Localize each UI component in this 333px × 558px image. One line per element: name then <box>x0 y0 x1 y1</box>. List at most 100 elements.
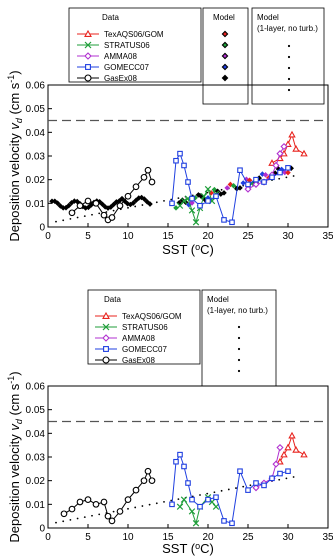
legend-entry: GOMECC07 <box>95 345 167 354</box>
data-point <box>185 480 191 486</box>
data-point <box>212 503 220 510</box>
model-1layer-point <box>134 205 137 208</box>
model-1layer-point <box>170 198 173 201</box>
data-point <box>285 165 291 171</box>
data-point <box>92 500 100 508</box>
data-point <box>188 207 196 214</box>
data-point <box>292 445 300 453</box>
data-point <box>280 142 288 151</box>
model-1layer-point <box>163 501 165 503</box>
data-point <box>213 494 219 501</box>
model-1layer-point <box>278 177 281 180</box>
legend-model2-subtitle: (1-layer, no turb.) <box>207 306 268 315</box>
model-1layer-point <box>170 499 173 502</box>
y-tick-label: 0.06 <box>26 81 46 92</box>
model-point <box>285 169 291 176</box>
model-1layer-point <box>69 519 72 521</box>
data-series <box>60 431 308 527</box>
model-1layer-point <box>55 220 57 223</box>
legend-model-marker <box>221 30 229 38</box>
model-point <box>240 180 246 186</box>
legend-entry: GasEx08 <box>95 356 155 365</box>
data-point <box>84 197 92 205</box>
legend-marker <box>102 334 110 342</box>
legend-data-entries: TexAQS06/GOM STRATUS06 AMMA08 GOMECC07 GasEx… <box>77 29 164 83</box>
legend-model2-marker <box>237 325 241 329</box>
data-point <box>100 498 108 506</box>
legend-label: AMMA08 <box>104 52 137 61</box>
data-point <box>197 202 203 209</box>
model-point <box>230 183 237 189</box>
data-point <box>124 496 132 503</box>
data-point <box>116 508 124 515</box>
legend-label: STRATUS06 <box>104 41 150 50</box>
data-point <box>285 468 291 474</box>
model-point <box>110 201 117 208</box>
x-tick-label: 25 <box>242 532 254 543</box>
data-point <box>205 496 211 503</box>
model-1layer-point <box>141 204 144 206</box>
legend-marker <box>102 311 110 319</box>
model-1layer-point <box>278 478 281 481</box>
legend-model2-title: Model <box>257 13 279 22</box>
model-1layer-point <box>249 484 252 487</box>
model-point <box>66 202 72 209</box>
data-point <box>272 460 280 468</box>
model-point <box>122 198 128 205</box>
data-point <box>169 200 175 207</box>
data-point <box>197 503 203 510</box>
model-1layer-point <box>55 521 57 524</box>
data-point <box>68 209 76 217</box>
model-1layer-point <box>213 491 216 494</box>
data-point <box>261 179 267 185</box>
legend-model-marker <box>221 52 229 60</box>
data-point <box>221 217 227 223</box>
legend-label: AMMA08 <box>122 334 155 343</box>
legend-marker <box>102 356 110 364</box>
data-point <box>261 482 267 489</box>
legend-model-marker <box>221 63 229 71</box>
model-point <box>108 204 114 210</box>
data-point <box>288 431 296 439</box>
data-point <box>284 140 292 147</box>
data-point <box>185 179 191 185</box>
series-line <box>279 434 305 462</box>
data-point <box>177 150 183 157</box>
data-point <box>144 166 152 174</box>
data-point <box>92 199 100 207</box>
data-point <box>229 219 235 226</box>
data-point <box>269 475 275 482</box>
legend-entry: AMMA08 <box>95 334 155 343</box>
legend-marker <box>84 41 92 49</box>
y-axis-label: Deposition velocity vd (cm s-1) <box>6 70 24 241</box>
x-tick-label: 10 <box>122 532 134 543</box>
model-1layer-point <box>235 487 237 489</box>
x-tick-label: 5 <box>85 231 91 242</box>
model-point <box>237 185 243 191</box>
series-line <box>171 453 289 524</box>
model-1layer-point <box>83 516 86 519</box>
data-point <box>253 176 259 183</box>
model-1layer-point <box>292 476 295 478</box>
data-point <box>237 468 243 474</box>
data-point <box>276 457 284 465</box>
model-point <box>214 188 221 195</box>
legend-data-title: Data <box>104 295 121 304</box>
model-point <box>63 204 69 211</box>
model-1layer-point <box>62 219 65 222</box>
series-gomecc07 <box>169 451 291 527</box>
legend-entry: GasEx08 <box>77 74 137 83</box>
model-1layer-point <box>105 211 108 213</box>
legend-model2-marker <box>287 77 291 81</box>
data-point <box>169 501 175 508</box>
model-point <box>54 200 61 206</box>
y-tick-label: 0 <box>39 524 45 535</box>
legend-marker <box>85 64 91 70</box>
model-1layer-point <box>220 188 223 191</box>
data-point <box>245 181 251 188</box>
legend-model2-marker <box>237 358 241 362</box>
data-point <box>124 192 132 200</box>
y-tick-label: 0 <box>39 223 45 234</box>
data-point <box>181 463 187 470</box>
model-point <box>130 200 136 206</box>
